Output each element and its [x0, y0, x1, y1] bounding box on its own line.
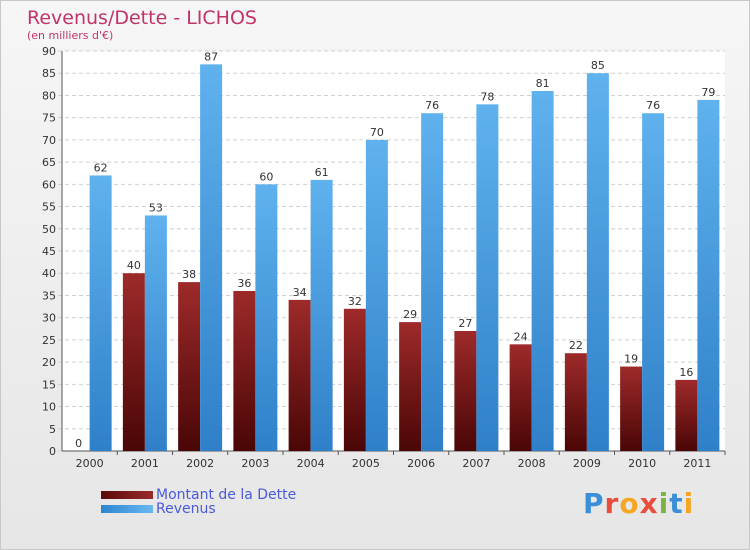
logo-letter: o — [619, 487, 640, 520]
bar-debt — [509, 344, 532, 451]
x-tick-label: 2004 — [297, 457, 325, 470]
x-tick-label: 2003 — [241, 457, 269, 470]
bar-debt — [288, 299, 311, 451]
data-label-debt: 19 — [624, 353, 638, 366]
data-label-debt: 34 — [293, 286, 307, 299]
y-tick-label: 30 — [42, 312, 56, 325]
bar-revenus — [89, 175, 112, 451]
y-tick-label: 0 — [49, 445, 56, 458]
data-label-debt: 38 — [182, 268, 196, 281]
legend-label-debt: Montant de la Dette — [156, 487, 297, 503]
y-tick-label: 10 — [42, 401, 56, 414]
data-label-revenus: 70 — [370, 126, 384, 139]
bar-debt — [233, 291, 256, 451]
chart-title: Revenus/Dette - LICHOS — [27, 7, 257, 29]
x-tick-label: 2000 — [76, 457, 104, 470]
bar-revenus — [144, 215, 167, 451]
y-tick-label: 45 — [42, 245, 56, 258]
data-label-debt: 29 — [403, 308, 417, 321]
logo-letter: i — [658, 487, 670, 520]
bar-debt — [564, 353, 587, 451]
logo-letter: P — [583, 487, 605, 520]
data-label-revenus: 53 — [149, 201, 163, 214]
bar-debt — [178, 282, 201, 451]
x-tick-label: 2006 — [407, 457, 435, 470]
legend-item-revenus: Revenus — [101, 500, 216, 518]
bar-revenus — [586, 73, 609, 451]
legend-label-revenus: Revenus — [156, 501, 216, 517]
data-label-debt: 24 — [514, 330, 528, 343]
y-tick-label: 15 — [42, 378, 56, 391]
y-tick-label: 25 — [42, 334, 56, 347]
legend-swatch-debt — [101, 491, 153, 499]
y-tick-label: 85 — [42, 67, 56, 80]
data-label-revenus: 87 — [204, 50, 218, 63]
bar-debt — [343, 308, 366, 451]
x-tick-label: 2008 — [518, 457, 546, 470]
bar-revenus — [476, 104, 499, 451]
bar-revenus — [531, 91, 554, 451]
x-tick-label: 2010 — [628, 457, 656, 470]
chart-subtitle: (en milliers d'€) — [27, 29, 114, 42]
y-tick-label: 70 — [42, 134, 56, 147]
bar-revenus — [255, 184, 278, 452]
data-label-debt: 27 — [458, 317, 472, 330]
data-label-debt: 22 — [569, 339, 583, 352]
y-tick-label: 75 — [42, 112, 56, 125]
data-label-debt: 0 — [75, 437, 82, 450]
data-label-revenus: 81 — [536, 77, 550, 90]
x-tick-label: 2005 — [352, 457, 380, 470]
logo-letter: t — [669, 487, 684, 520]
bar-revenus — [200, 64, 223, 452]
data-label-debt: 40 — [127, 259, 141, 272]
x-tick-label: 2007 — [462, 457, 490, 470]
data-label-revenus: 60 — [259, 170, 273, 183]
bar-revenus — [365, 139, 388, 451]
y-tick-label: 5 — [49, 423, 56, 436]
x-tick-label: 2002 — [186, 457, 214, 470]
data-label-revenus: 61 — [315, 166, 329, 179]
y-tick-label: 80 — [42, 89, 56, 102]
legend-swatch-revenus — [101, 505, 153, 513]
y-tick-label: 35 — [42, 289, 56, 302]
bar-revenus — [697, 99, 720, 451]
logo-letter: x — [639, 487, 659, 520]
bar-revenus — [642, 113, 665, 451]
y-tick-label: 40 — [42, 267, 56, 280]
y-tick-label: 55 — [42, 201, 56, 214]
bar-revenus — [310, 179, 333, 451]
bar-debt — [399, 322, 422, 451]
x-tick-label: 2001 — [131, 457, 159, 470]
bar-debt — [454, 331, 477, 451]
y-tick-label: 20 — [42, 356, 56, 369]
bar-debt — [620, 366, 643, 451]
data-label-revenus: 85 — [591, 59, 605, 72]
proxiti-logo: Proxiti — [583, 487, 694, 520]
data-label-revenus: 76 — [646, 99, 660, 112]
bar-revenus — [421, 113, 444, 451]
data-label-debt: 32 — [348, 295, 362, 308]
y-tick-label: 90 — [42, 45, 56, 58]
bar-debt — [122, 273, 145, 451]
logo-letter: r — [604, 487, 620, 520]
data-label-debt: 16 — [679, 366, 693, 379]
y-tick-label: 60 — [42, 178, 56, 191]
x-tick-label: 2009 — [573, 457, 601, 470]
y-tick-label: 65 — [42, 156, 56, 169]
legend-item-debt: Montant de la Dette — [101, 486, 296, 504]
y-tick-label: 50 — [42, 223, 56, 236]
data-label-revenus: 76 — [425, 99, 439, 112]
data-label-debt: 36 — [237, 277, 251, 290]
data-label-revenus: 62 — [94, 161, 108, 174]
logo-letter: i — [683, 487, 695, 520]
data-label-revenus: 79 — [701, 86, 715, 99]
data-label-revenus: 78 — [480, 90, 494, 103]
x-tick-label: 2011 — [683, 457, 711, 470]
bar-debt — [675, 379, 698, 451]
